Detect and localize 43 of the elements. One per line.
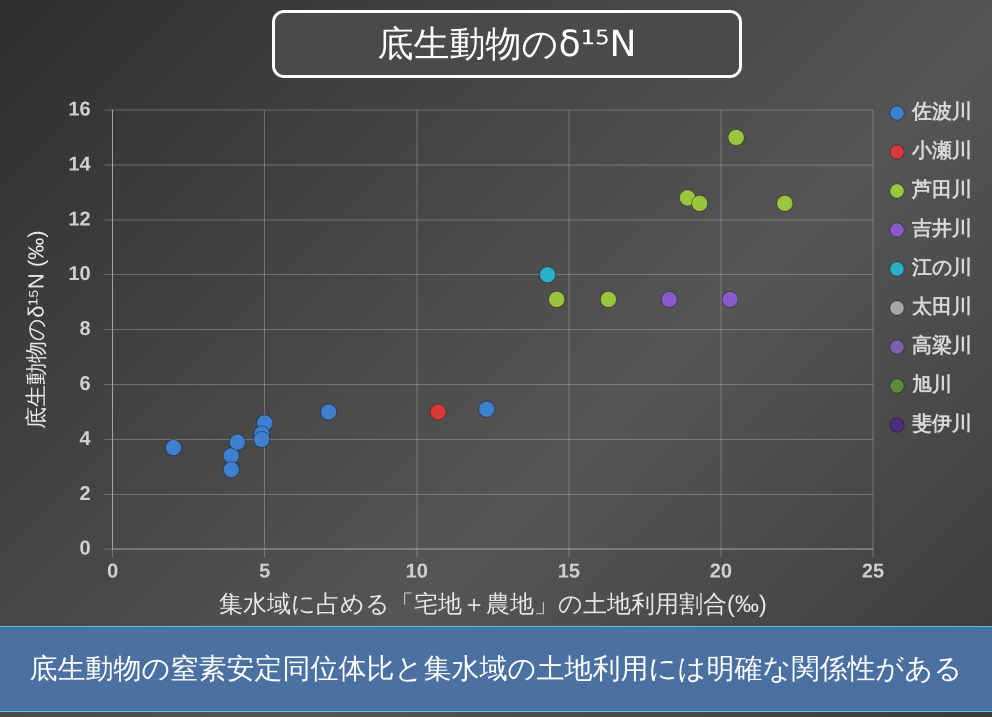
y-tick-label: 2 [80,482,91,505]
point [478,400,496,418]
y-tick-label: 16 [68,98,91,121]
x-tick-label: 20 [710,560,732,583]
legend-label: 江の川 [911,255,972,280]
legend-label: 高梁川 [912,333,972,358]
x-tick-label: 15 [558,560,580,583]
chart-title: 底生動物のδ¹⁵N [272,10,742,78]
y-tick-label: 12 [68,208,91,230]
point [430,403,447,420]
legend-label: 吉井川 [911,216,972,240]
text: 底生動物の窒素安定同位体比と集水域の土地利用には明確な関係性がある [0,626,992,712]
point [600,290,617,308]
point [164,439,182,456]
y-tick-label: 14 [68,153,92,176]
y-tick-label: 6 [80,373,91,396]
point [222,461,240,478]
legend-label: 旭川 [911,372,952,396]
y-tick-label: 8 [80,318,91,340]
y-tick-label: 0 [80,538,91,560]
legend-label: 芦田川 [911,177,972,202]
x-tick-label: 5 [259,560,270,583]
legend-label: 斐伊川 [912,411,972,436]
y-axis-title: 底生動物のδ¹⁵N (‰) [23,230,48,429]
point [253,430,270,448]
point [320,403,338,420]
point [722,290,739,308]
point [548,290,566,308]
point [660,290,678,308]
x-tick-label: 0 [107,560,118,583]
x-tick-label: 10 [406,560,428,583]
point [539,266,556,284]
y-tick-label: 10 [68,263,91,286]
point [728,128,745,146]
legend-label: 小瀬川 [911,138,972,162]
point [228,434,246,451]
point [691,194,708,212]
x-axis-title: 集水域に占める「宅地＋農地」の土地利用割合(‰) [218,591,767,618]
y-tick-label: 4 [80,428,92,450]
legend-label: 太田川 [911,294,972,318]
x-tick-label: 25 [862,560,884,583]
legend-label: 佐波川 [911,99,972,124]
point [776,194,794,212]
